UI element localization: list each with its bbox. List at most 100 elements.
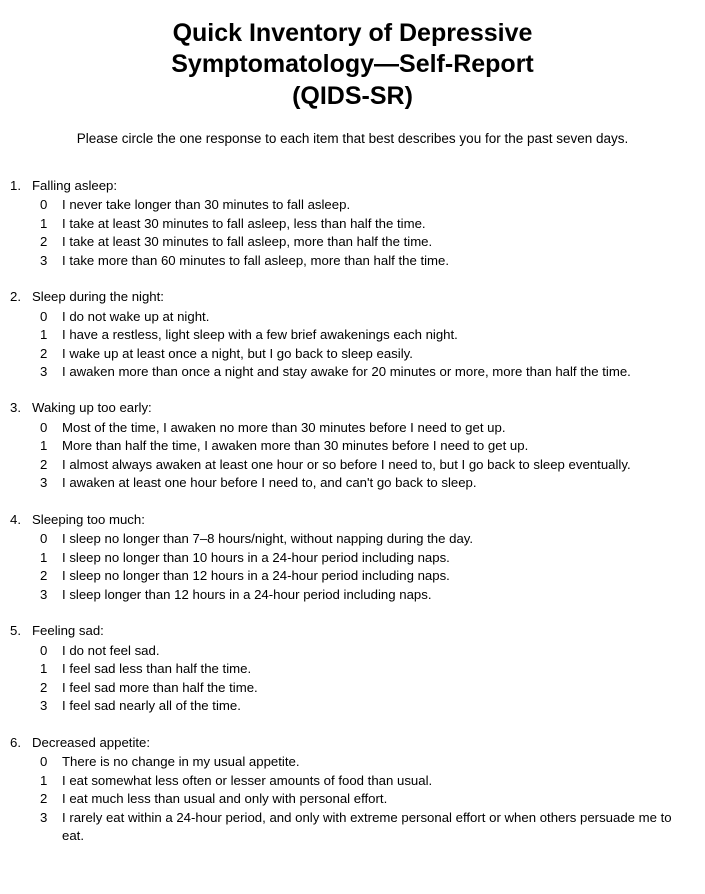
option-item: 1I feel sad less than half the time. [10,660,695,678]
option-text: I awaken more than once a night and stay… [62,363,695,381]
option-text: I do not feel sad. [62,642,695,660]
option-score: 2 [40,790,62,808]
question-header: 3.Waking up too early: [10,399,695,417]
question-item: 6.Decreased appetite:0There is no change… [10,734,695,846]
question-title: Falling asleep: [32,177,117,195]
option-text: I awaken at least one hour before I need… [62,474,695,492]
page-title: Quick Inventory of Depressive Symptomato… [73,18,633,112]
question-number: 2. [10,288,32,306]
option-score: 1 [40,772,62,790]
option-item: 0I sleep no longer than 7–8 hours/night,… [10,530,695,548]
question-list: 1.Falling asleep:0I never take longer th… [10,177,695,846]
option-score: 3 [40,586,62,604]
option-score: 1 [40,549,62,567]
option-text: I have a restless, light sleep with a fe… [62,326,695,344]
question-header: 1.Falling asleep: [10,177,695,195]
option-score: 3 [40,474,62,492]
option-score: 0 [40,753,62,771]
option-score: 2 [40,233,62,251]
question-number: 1. [10,177,32,195]
option-list: 0There is no change in my usual appetite… [10,753,695,845]
option-text: I take more than 60 minutes to fall asle… [62,252,695,270]
question-item: 1.Falling asleep:0I never take longer th… [10,177,695,270]
option-text: I rarely eat within a 24-hour period, an… [62,809,695,846]
question-item: 2.Sleep during the night: 0I do not wake … [10,288,695,381]
option-score: 0 [40,419,62,437]
question-header: 6.Decreased appetite: [10,734,695,752]
option-text: I sleep no longer than 12 hours in a 24-… [62,567,695,585]
option-text: I eat somewhat less often or lesser amou… [62,772,695,790]
option-item: 1I take at least 30 minutes to fall asle… [10,215,695,233]
option-score: 0 [40,196,62,214]
question-title: Waking up too early: [32,399,152,417]
question-number: 6. [10,734,32,752]
title-line-3: (QIDS-SR) [73,81,633,112]
option-item: 2I feel sad more than half the time. [10,679,695,697]
option-score: 3 [40,697,62,715]
question-header: 4.Sleeping too much: [10,511,695,529]
option-text: I feel sad less than half the time. [62,660,695,678]
option-item: 0I never take longer than 30 minutes to … [10,196,695,214]
option-text: I take at least 30 minutes to fall aslee… [62,215,695,233]
option-text: I feel sad more than half the time. [62,679,695,697]
option-list: 0I do not wake up at night.1I have a res… [10,308,695,382]
question-number: 4. [10,511,32,529]
option-list: 0I sleep no longer than 7–8 hours/night,… [10,530,695,604]
option-item: 1More than half the time, I awaken more … [10,437,695,455]
option-item: 1I eat somewhat less often or lesser amo… [10,772,695,790]
option-item: 2I almost always awaken at least one hou… [10,456,695,474]
option-text: I almost always awaken at least one hour… [62,456,695,474]
question-item: 5.Feeling sad: 0I do not feel sad.1I feel… [10,622,695,715]
title-line-1: Quick Inventory of Depressive [73,18,633,49]
option-list: 0I do not feel sad.1I feel sad less than… [10,642,695,716]
option-text: I sleep longer than 12 hours in a 24-hou… [62,586,695,604]
option-list: 0Most of the time, I awaken no more than… [10,419,695,493]
question-header: 5.Feeling sad: [10,622,695,640]
question-title: Sleeping too much: [32,511,145,529]
option-item: 3I awaken more than once a night and sta… [10,363,695,381]
option-item: 0Most of the time, I awaken no more than… [10,419,695,437]
option-item: 3I feel sad nearly all of the time. [10,697,695,715]
option-text: Most of the time, I awaken no more than … [62,419,695,437]
option-text: There is no change in my usual appetite. [62,753,695,771]
option-score: 3 [40,809,62,827]
option-score: 0 [40,308,62,326]
option-text: I wake up at least once a night, but I g… [62,345,695,363]
option-item: 2I eat much less than usual and only wit… [10,790,695,808]
instructions-text: Please circle the one response to each i… [10,130,695,149]
option-item: 3I sleep longer than 12 hours in a 24-ho… [10,586,695,604]
option-score: 0 [40,530,62,548]
option-text: I sleep no longer than 7–8 hours/night, … [62,530,695,548]
option-item: 3I rarely eat within a 24-hour period, a… [10,809,695,846]
question-title: Feeling sad: [32,622,104,640]
option-score: 2 [40,456,62,474]
option-score: 1 [40,437,62,455]
option-text: I never take longer than 30 minutes to f… [62,196,695,214]
option-score: 3 [40,252,62,270]
option-item: 0I do not wake up at night. [10,308,695,326]
question-header: 2.Sleep during the night: [10,288,695,306]
option-score: 2 [40,567,62,585]
option-list: 0I never take longer than 30 minutes to … [10,196,695,270]
option-text: I take at least 30 minutes to fall aslee… [62,233,695,251]
question-title: Decreased appetite: [32,734,150,752]
title-line-2: Symptomatology—Self-Report [73,49,633,80]
option-item: 0I do not feel sad. [10,642,695,660]
option-item: 0There is no change in my usual appetite… [10,753,695,771]
option-text: I feel sad nearly all of the time. [62,697,695,715]
question-title: Sleep during the night: [32,288,164,306]
option-text: I sleep no longer than 10 hours in a 24-… [62,549,695,567]
option-score: 1 [40,215,62,233]
option-item: 3I awaken at least one hour before I nee… [10,474,695,492]
question-number: 5. [10,622,32,640]
option-text: I do not wake up at night. [62,308,695,326]
option-item: 2I take at least 30 minutes to fall asle… [10,233,695,251]
option-text: I eat much less than usual and only with… [62,790,695,808]
option-text: More than half the time, I awaken more t… [62,437,695,455]
option-item: 1I have a restless, light sleep with a f… [10,326,695,344]
question-item: 4.Sleeping too much:0I sleep no longer t… [10,511,695,604]
option-score: 2 [40,345,62,363]
option-score: 1 [40,326,62,344]
option-item: 3I take more than 60 minutes to fall asl… [10,252,695,270]
question-number: 3. [10,399,32,417]
